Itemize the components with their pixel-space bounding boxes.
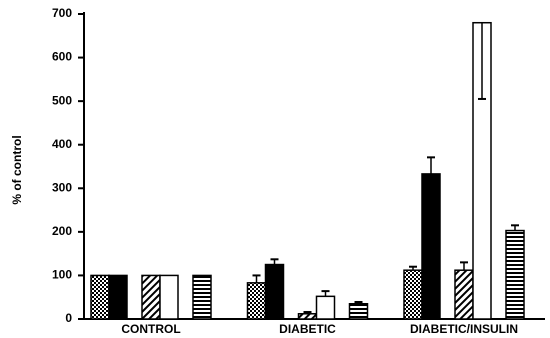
y-tick-label: 600 xyxy=(52,50,72,64)
y-tick-label: 500 xyxy=(52,93,72,107)
bar xyxy=(246,282,267,320)
bar xyxy=(108,274,128,320)
bar xyxy=(348,303,369,320)
bar xyxy=(90,274,110,320)
bar xyxy=(192,274,212,320)
bar xyxy=(159,274,179,320)
y-tick-label: 300 xyxy=(52,180,72,194)
y-tick-label: 700 xyxy=(52,6,72,20)
bar xyxy=(421,173,441,320)
y-tick-label: 100 xyxy=(52,268,72,282)
y-tick-label: 200 xyxy=(52,224,72,238)
y-tick-label: 0 xyxy=(65,311,72,325)
x-tick-label: DIABETIC xyxy=(279,322,336,336)
y-tick-label: 400 xyxy=(52,137,72,151)
bar xyxy=(403,269,423,320)
y-axis-label: % of control xyxy=(10,135,24,204)
bar xyxy=(264,263,285,320)
x-tick-label: CONTROL xyxy=(121,322,180,336)
bar xyxy=(141,274,161,320)
bar xyxy=(315,295,336,320)
x-tick-label: DIABETIC/INSULIN xyxy=(410,322,518,336)
bar xyxy=(297,313,318,320)
bar xyxy=(454,269,474,320)
bar xyxy=(505,229,525,320)
